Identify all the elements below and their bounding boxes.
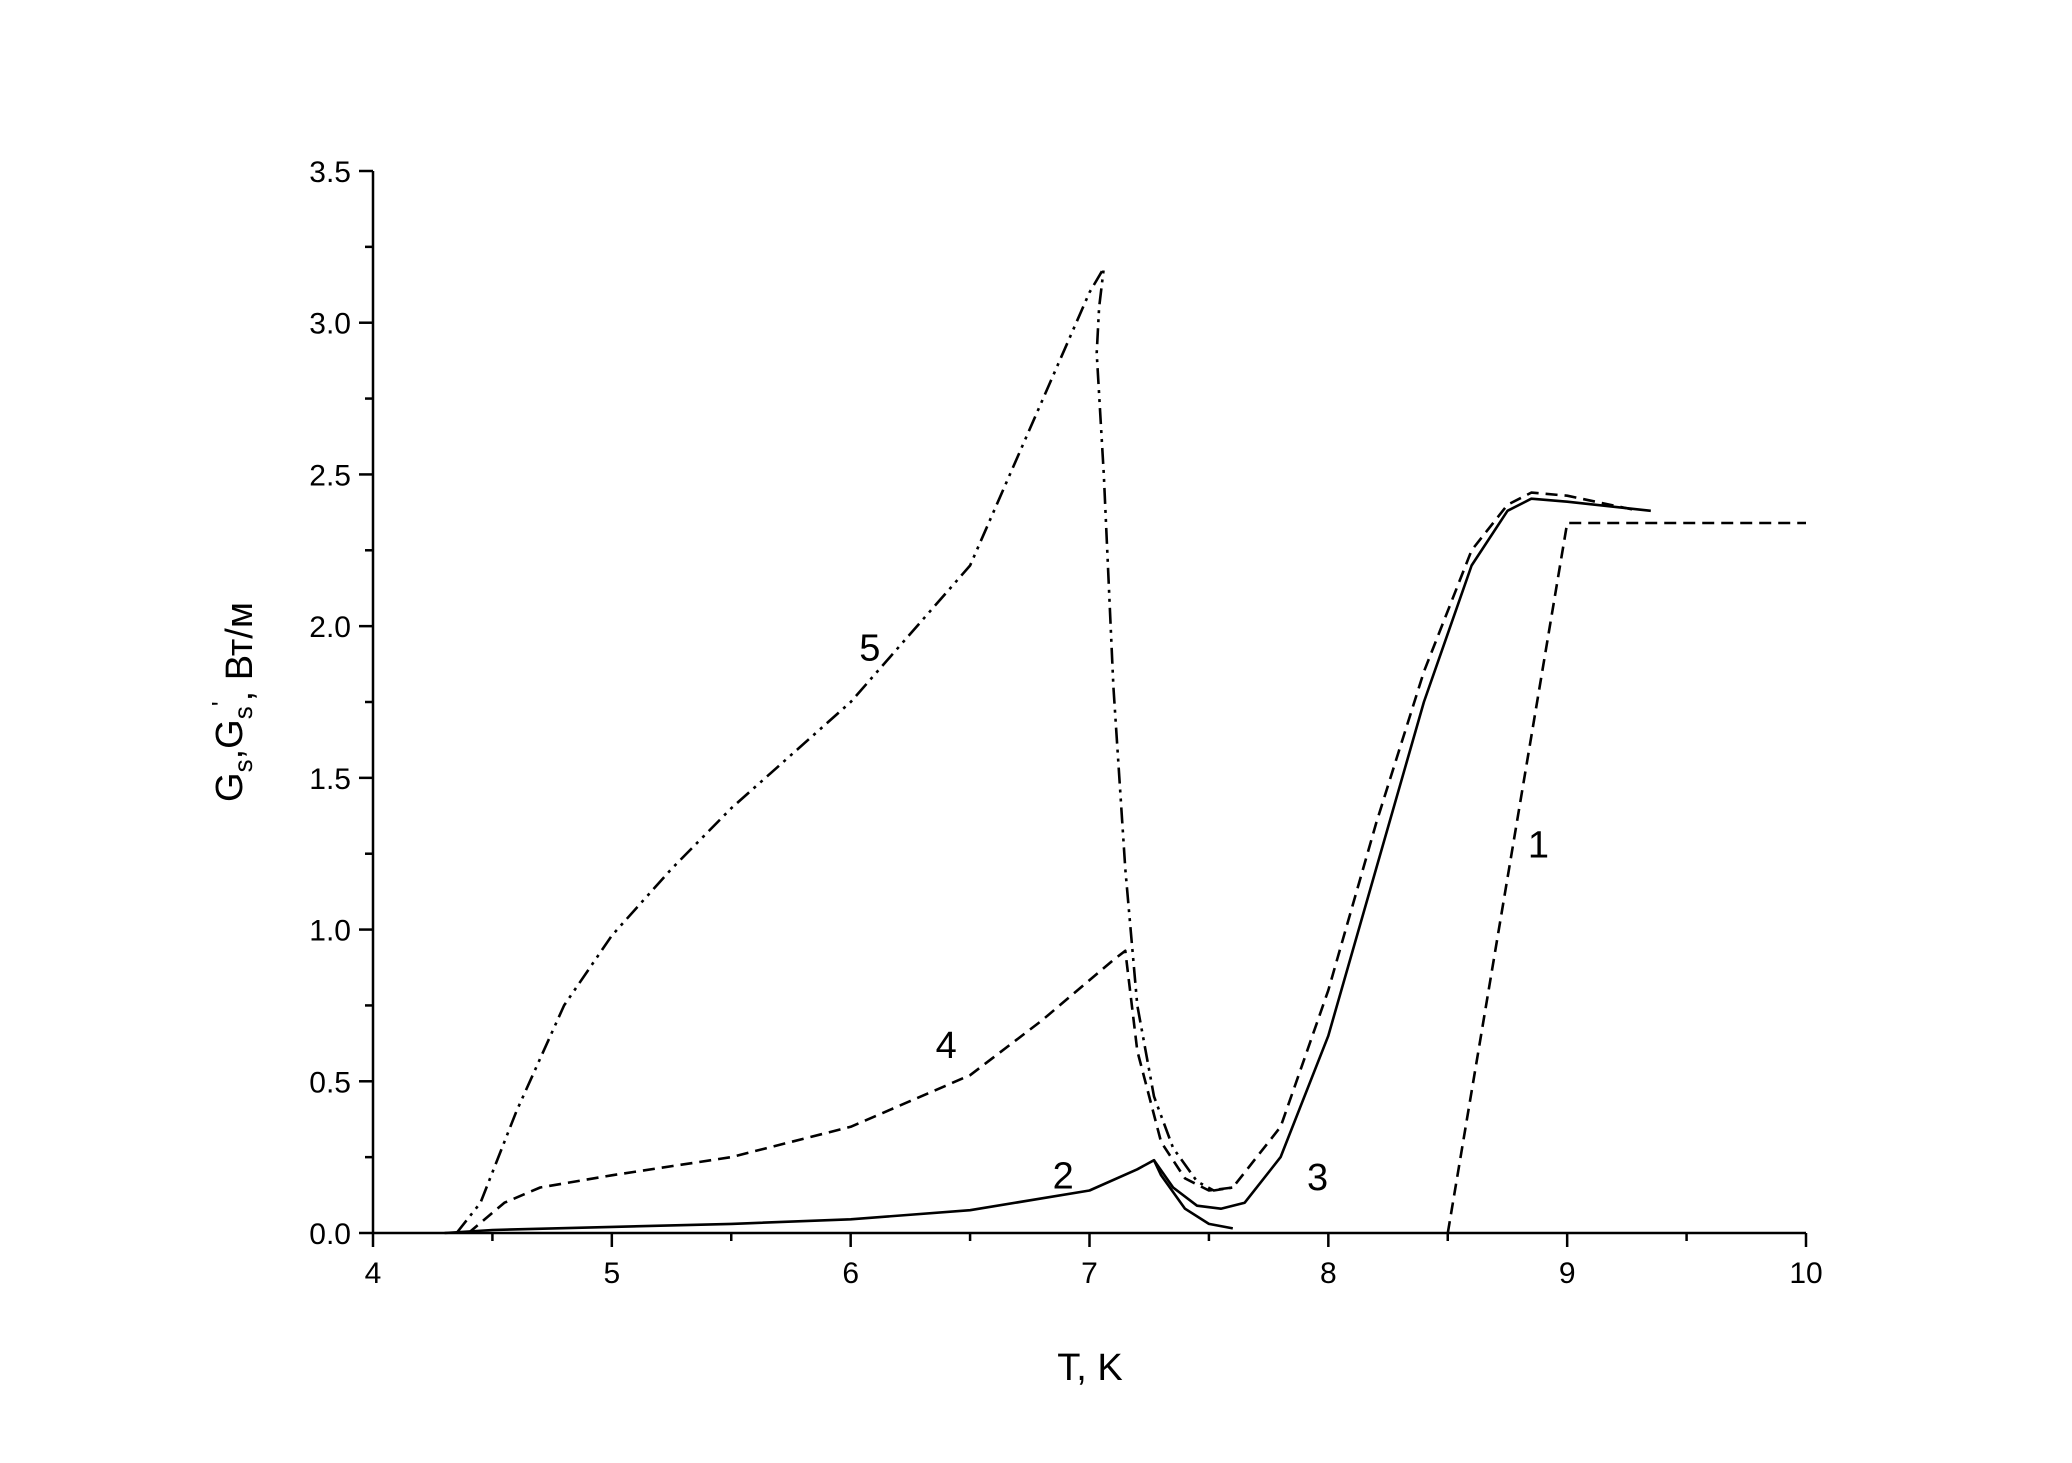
series-line [467,491,1640,1234]
y-tick-label: 1.5 [309,763,351,796]
x-tick-label: 9 [1559,1257,1576,1290]
y-axis-label: Gs,Gs', Вт/м [206,602,261,802]
x-axis-label: T, K [1057,1347,1122,1389]
series-line [444,1158,1234,1235]
x-tick-label: 8 [1320,1257,1337,1290]
y-label-part: s [228,759,258,772]
y-tick-label: 0.0 [309,1218,351,1251]
series-line [1152,497,1651,1210]
x-tick-label: 6 [842,1257,859,1290]
x-tick-label: 4 [365,1257,382,1290]
curve-label: 5 [859,627,880,669]
curve-label: 3 [1307,1157,1328,1199]
curve-label: 2 [1053,1155,1074,1197]
y-tick-label: 0.5 [309,1066,351,1099]
y-label-part: s [228,706,258,719]
series-line [455,266,1234,1234]
curve-label: 4 [936,1025,957,1067]
y-label-part: ' [206,701,236,706]
y-tick-label: 3.0 [309,308,351,341]
curve-label: 1 [1528,825,1549,867]
x-tick-label: 10 [1789,1257,1822,1290]
y-label-part: ,G [209,719,251,759]
y-tick-label: 2.5 [309,459,351,492]
x-tick-label: 5 [603,1257,620,1290]
x-tick-label: 7 [1081,1257,1098,1290]
y-label-part: G [209,772,251,802]
y-tick-label: 2.0 [309,611,351,644]
y-tick-label: 1.0 [309,915,351,948]
series-line [1446,521,1806,1234]
y-tick-label: 3.5 [309,156,351,189]
y-label-part: , Вт/м [219,602,261,701]
